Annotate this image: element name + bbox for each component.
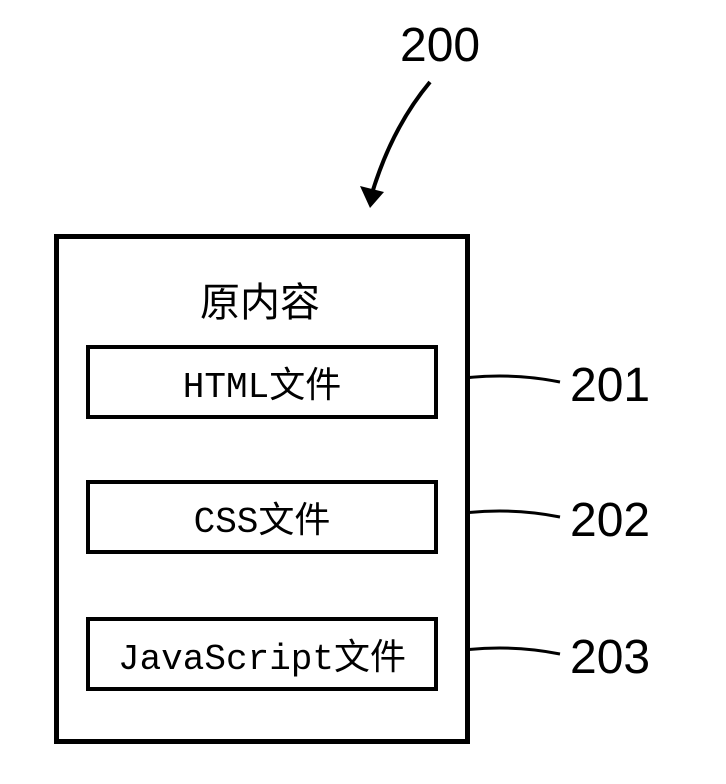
container-ref-label: 200: [400, 18, 480, 73]
item-box-html: HTML文件: [86, 345, 438, 419]
item-label-js: JavaScript文件: [118, 628, 406, 680]
item-label-css: CSS文件: [194, 491, 331, 543]
item-ref-203: 203: [570, 630, 650, 685]
item-ref-201: 201: [570, 358, 650, 413]
container-title: 原内容: [200, 270, 320, 328]
item-box-css: CSS文件: [86, 480, 438, 554]
item-box-js: JavaScript文件: [86, 617, 438, 691]
item-ref-202: 202: [570, 493, 650, 548]
item-label-html: HTML文件: [183, 356, 341, 408]
